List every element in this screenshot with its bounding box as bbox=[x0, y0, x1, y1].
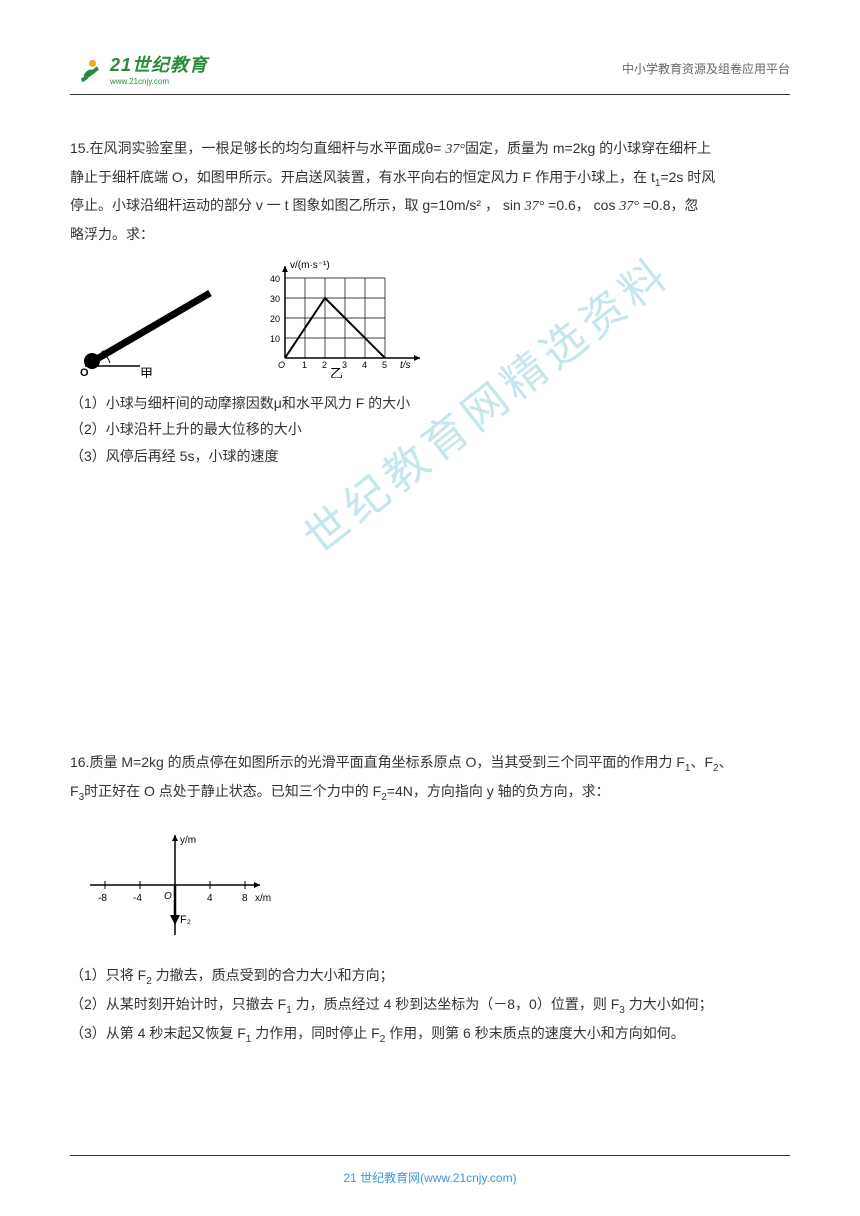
svg-text:甲: 甲 bbox=[140, 366, 153, 378]
q15-sub-questions: （1）小球与细杆间的动摩擦因数μ和水平风力 F 的大小 （2）小球沿杆上升的最大… bbox=[70, 390, 790, 470]
q16-text1: 质量 M=2kg 的质点停在如图所示的光滑平面直角坐标系原点 O，当其受到三个同… bbox=[89, 754, 684, 770]
footer-divider bbox=[70, 1155, 790, 1156]
svg-text:1: 1 bbox=[302, 360, 307, 370]
header-divider bbox=[70, 94, 790, 95]
q15-text1: 在风洞实验室里，一根足够长的均匀直细杆与水平面成θ= bbox=[89, 140, 445, 156]
q16-sq1: （1）只将 F2 力撤去，质点受到的合力大小和方向； bbox=[70, 962, 790, 991]
svg-text:10: 10 bbox=[270, 334, 280, 344]
q15-angle2: 37° bbox=[525, 199, 545, 214]
svg-text:4: 4 bbox=[207, 893, 213, 904]
q15-sq3: （3）风停后再经 5s，小球的速度 bbox=[70, 443, 790, 470]
q15-angle3: 37° bbox=[619, 199, 639, 214]
q16-sub-questions: （1）只将 F2 力撤去，质点受到的合力大小和方向； （2）从某时刻开始计时，只… bbox=[70, 962, 790, 1048]
svg-text:y/m: y/m bbox=[180, 835, 196, 846]
svg-text:4: 4 bbox=[362, 360, 367, 370]
q15-number: 15. bbox=[70, 140, 89, 156]
svg-text:x/m: x/m bbox=[255, 893, 271, 904]
q16-text2c: =4N，方向指向 y 轴的负方向，求： bbox=[387, 783, 610, 799]
q16-text2b: 时正好在 O 点处于静止状态。已知三个力中的 F bbox=[84, 783, 381, 799]
q15-sq1: （1）小球与细杆间的动摩擦因数μ和水平风力 F 的大小 bbox=[70, 390, 790, 417]
svg-text:2: 2 bbox=[322, 360, 327, 370]
svg-text:v/(m·s⁻¹): v/(m·s⁻¹) bbox=[290, 260, 330, 271]
svg-text:F₂: F₂ bbox=[180, 914, 191, 926]
logo-text: 21世纪教育 www.21cnjy.com bbox=[110, 51, 208, 86]
q15-text3: 停止。小球沿细杆运动的部分 v 一 t 图象如图乙所示，取 g=10m/s² ，… bbox=[70, 197, 525, 213]
q15-sq2: （2）小球沿杆上升的最大位移的大小 bbox=[70, 416, 790, 443]
svg-text:-4: -4 bbox=[133, 893, 142, 904]
svg-text:乙: 乙 bbox=[330, 366, 343, 378]
page-header: 21世纪教育 www.21cnjy.com 中小学教育资源及组卷应用平台 bbox=[70, 50, 790, 86]
svg-text:30: 30 bbox=[270, 294, 280, 304]
q16-sq3: （3）从第 4 秒末起又恢复 F1 力作用，同时停止 F2 作用，则第 6 秒末… bbox=[70, 1020, 790, 1049]
q15-text3b: =0.6， cos bbox=[544, 197, 619, 213]
footer-text: 21 世纪教育网(www.21cnjy.com) bbox=[0, 1169, 860, 1186]
q16-text1c: 、 bbox=[719, 754, 733, 770]
q15-angle1: 37° bbox=[445, 142, 465, 157]
diagram-yi-chart: 40 30 20 10 O 1 2 3 4 5 v/(m·s⁻¹) t/s 乙 bbox=[260, 258, 430, 378]
q15-diagrams: θ O 甲 40 30 20 10 O 1 2 3 4 5 v/(m·s⁻¹) bbox=[80, 258, 790, 378]
diagram-coordinate: -8 -4 O 4 8 y/m x/m F₂ bbox=[80, 825, 280, 945]
q15-text1b: 固定，质量为 m=2kg 的小球穿在细杆上 bbox=[465, 140, 711, 156]
q15-text4: 略浮力。求： bbox=[70, 226, 154, 242]
q16-text2: F bbox=[70, 783, 79, 799]
diagram-jia: θ O 甲 bbox=[80, 278, 240, 378]
svg-text:40: 40 bbox=[270, 274, 280, 284]
svg-text:O: O bbox=[278, 360, 285, 370]
header-right-text: 中小学教育资源及组卷应用平台 bbox=[622, 60, 790, 77]
q15-text2b: =2s 时风 bbox=[660, 169, 715, 185]
logo-sub-text: www.21cnjy.com bbox=[110, 77, 208, 86]
logo-main-text: 21世纪教育 bbox=[110, 51, 208, 77]
svg-text:8: 8 bbox=[242, 893, 248, 904]
q16-number: 16. bbox=[70, 754, 89, 770]
svg-text:O: O bbox=[80, 367, 89, 378]
q16-sq2: （2）从某时刻开始计时，只撤去 F1 力，质点经过 4 秒到达坐标为（－8，0）… bbox=[70, 991, 790, 1020]
svg-text:20: 20 bbox=[270, 314, 280, 324]
svg-text:O: O bbox=[164, 891, 172, 902]
svg-text:t/s: t/s bbox=[400, 360, 411, 371]
q15-text3c: =0.8，忽 bbox=[639, 197, 699, 213]
svg-text:-8: -8 bbox=[98, 893, 107, 904]
svg-text:5: 5 bbox=[382, 360, 387, 370]
svg-text:θ: θ bbox=[100, 350, 106, 361]
q16-text1b: 、F bbox=[690, 754, 713, 770]
q15-text2: 静止于细杆底端 O，如图甲所示。开启送风装置，有水平向右的恒定风力 F 作用于小… bbox=[70, 169, 655, 185]
logo-container: 21世纪教育 www.21cnjy.com bbox=[70, 50, 208, 86]
logo-icon bbox=[70, 50, 106, 86]
question-15: 15.在风洞实验室里，一根足够长的均匀直细杆与水平面成θ= 37°固定，质量为 … bbox=[70, 135, 790, 248]
question-16: 16.质量 M=2kg 的质点停在如图所示的光滑平面直角坐标系原点 O，当其受到… bbox=[70, 749, 790, 807]
